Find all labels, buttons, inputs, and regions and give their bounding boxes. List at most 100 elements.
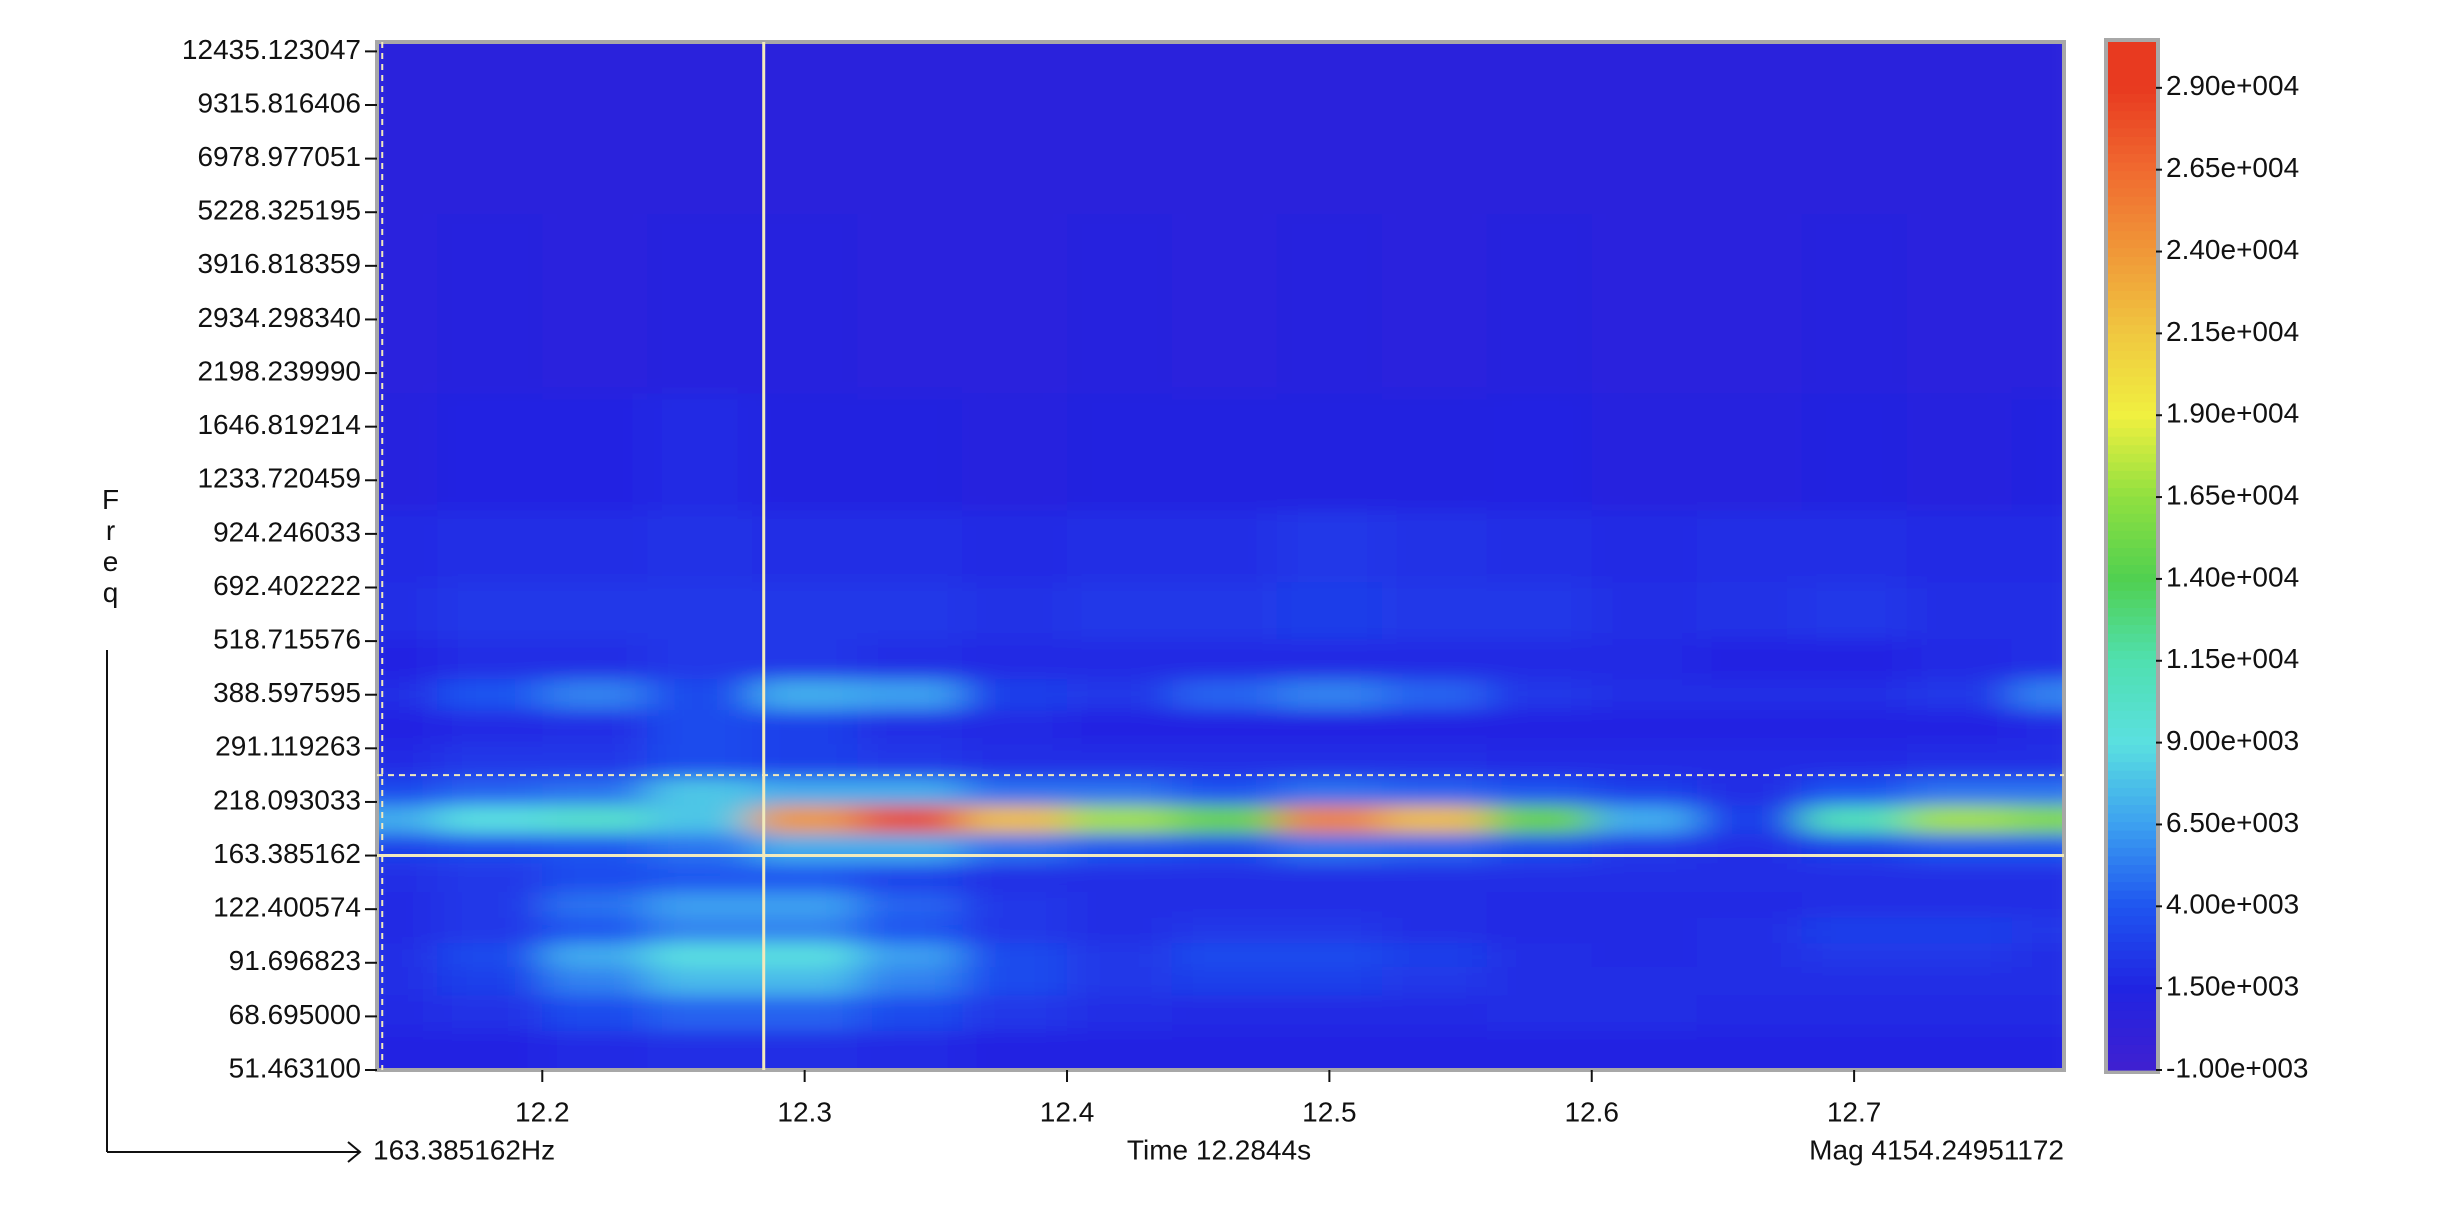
heatmap-cell	[647, 581, 753, 640]
colorbar-band	[2108, 453, 2156, 463]
heatmap-cell	[542, 966, 648, 996]
heatmap-cell	[1171, 966, 1278, 996]
heatmap-cell	[1381, 966, 1488, 996]
heatmap-cell	[542, 833, 648, 864]
heatmap-cell	[1696, 392, 1803, 511]
colorbar-tick-label: 9.00e+003	[2166, 725, 2299, 756]
heatmap-cell	[962, 1030, 1068, 1070]
y-tick-label: 518.715576	[213, 624, 361, 655]
heatmap-cell	[437, 862, 543, 892]
colorbar-band	[2108, 890, 2156, 900]
heatmap-cell	[647, 833, 753, 864]
heatmap-cell	[1591, 994, 1698, 1031]
heatmap-cell	[1276, 942, 1383, 968]
colorbar-band	[2108, 444, 2156, 454]
heatmap-cell	[2011, 1030, 2064, 1070]
heatmap-cell	[752, 743, 858, 778]
heatmap-cell	[377, 862, 438, 892]
heatmap-cell	[1591, 709, 1698, 745]
colorbar-band	[2108, 213, 2156, 223]
colorbar-band	[2108, 427, 2156, 437]
heatmap-cell	[1906, 213, 2013, 394]
colorbar-tick-label: -1.00e+003	[2166, 1052, 2308, 1083]
heatmap-cell	[1276, 1030, 1383, 1070]
heatmap-cell	[1171, 942, 1278, 968]
heatmap-cell	[1906, 833, 2013, 864]
heatmap-cell	[1696, 213, 1803, 394]
y-tick-label: 122.400574	[213, 892, 361, 923]
heatmap-cell	[1801, 862, 1908, 892]
heatmap-cell	[1801, 917, 1908, 944]
heatmap-cell	[857, 392, 963, 511]
heatmap-cell	[1067, 709, 1173, 745]
colorbar-band	[2108, 1010, 2156, 1020]
heatmap-cell	[1381, 862, 1488, 892]
heatmap-cell	[2011, 966, 2064, 996]
heatmap-cell	[752, 581, 858, 640]
heatmap-cell	[1696, 638, 1803, 680]
heatmap-cell	[1067, 942, 1173, 968]
heatmap-cell	[2011, 392, 2064, 511]
colorbar-band	[2108, 110, 2156, 120]
heatmap-cell	[1591, 917, 1698, 944]
heatmap-cell	[752, 678, 858, 711]
colorbar-band	[2108, 316, 2156, 326]
heatmap-cell	[1696, 917, 1803, 944]
heatmap-cell	[752, 392, 858, 511]
heatmap-cell	[647, 678, 753, 711]
y-tick-label: 6978.977051	[197, 141, 361, 172]
heatmap-cell	[647, 1030, 753, 1070]
colorbar-band	[2108, 496, 2156, 506]
heatmap-cell	[437, 42, 543, 214]
colorbar-band	[2108, 607, 2156, 617]
heatmap-cell	[962, 392, 1068, 511]
x-tick-label: 12.2	[515, 1096, 570, 1127]
heatmap-cell	[962, 917, 1068, 944]
heatmap-cell	[377, 213, 438, 394]
heatmap-cell	[857, 833, 963, 864]
colorbar-band	[2108, 127, 2156, 137]
heatmap-cell	[1486, 678, 1593, 711]
colorbar-band	[2108, 830, 2156, 840]
colorbar-band	[2108, 907, 2156, 917]
heatmap-cell	[1067, 917, 1173, 944]
heatmap-cell	[1486, 392, 1593, 511]
heatmap-cell	[1171, 42, 1278, 214]
heatmap-cell	[857, 743, 963, 778]
colorbar-band	[2108, 230, 2156, 240]
colorbar-tick-label: 2.90e+004	[2166, 70, 2299, 101]
heatmap-cell	[1276, 392, 1383, 511]
heatmap-cell	[2011, 833, 2064, 864]
heatmap-cell	[962, 862, 1068, 892]
heatmap-cell	[1486, 42, 1593, 214]
colorbar-band	[2108, 50, 2156, 60]
heatmap-cell	[1171, 917, 1278, 944]
heatmap-cell	[1801, 709, 1908, 745]
colorbar-band	[2108, 1027, 2156, 1037]
colorbar-band	[2108, 855, 2156, 865]
colorbar-band	[2108, 299, 2156, 309]
colorbar-band	[2108, 821, 2156, 831]
heatmap-cell	[542, 917, 648, 944]
heatmap-cell	[962, 777, 1068, 806]
colorbar-band	[2108, 67, 2156, 77]
heatmap-cell	[857, 638, 963, 680]
heatmap-cell	[437, 777, 543, 806]
heatmap-cell	[377, 1030, 438, 1070]
heatmap-cell	[752, 509, 858, 583]
heatmap-cell	[1381, 891, 1488, 918]
heatmap-cell	[1486, 509, 1593, 583]
heatmap-cell	[542, 994, 648, 1031]
heatmap-cell	[1486, 213, 1593, 394]
x-tick-label: 12.5	[1302, 1096, 1357, 1127]
heatmap-cell	[1171, 994, 1278, 1031]
heatmap-cell	[1486, 862, 1593, 892]
heatmap-cell	[437, 1030, 543, 1070]
colorbar-band	[2108, 384, 2156, 394]
heatmap-cell	[1906, 709, 2013, 745]
heatmap-cell	[1171, 581, 1278, 640]
y-tick-label: 2934.298340	[197, 302, 361, 333]
colorbar-band	[2108, 641, 2156, 651]
colorbar-band	[2108, 1035, 2156, 1045]
heatmap-cell	[1801, 638, 1908, 680]
